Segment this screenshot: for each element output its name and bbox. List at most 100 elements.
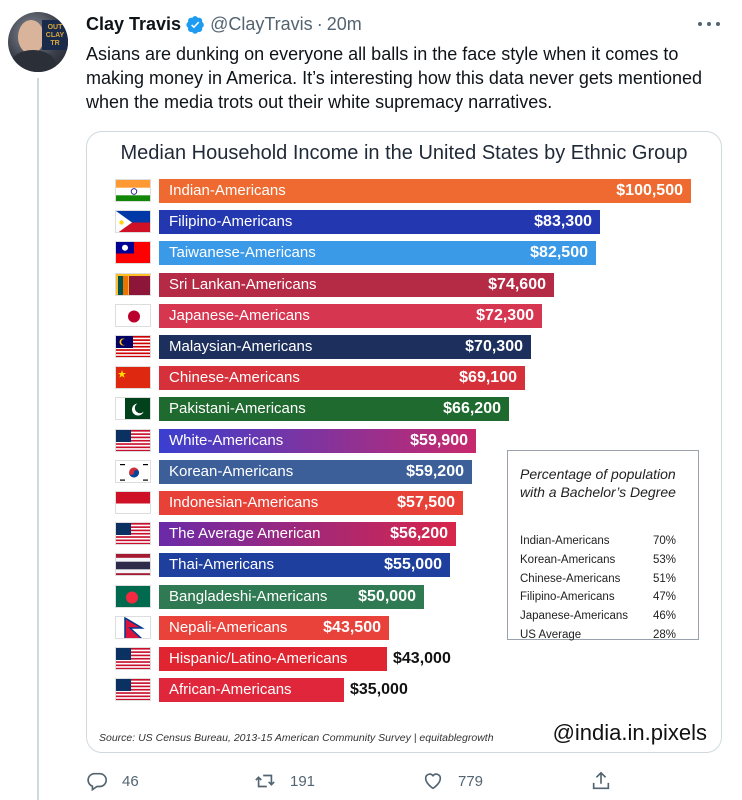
bar-label: Nepali-Americans	[169, 618, 288, 636]
bar-label: Malaysian-Americans	[169, 338, 313, 355]
bar-label: Bangladeshi-Americans	[169, 587, 328, 605]
bar: Nepali-Americans $43,500	[159, 615, 389, 640]
bar: Pakistani-Americans $66,200	[159, 397, 509, 422]
bar-label: African-Americans	[169, 681, 292, 699]
bar-row: The Average American $56,200	[87, 522, 721, 547]
bar-row: Chinese-Americans $69,100	[87, 366, 721, 391]
bar-row: Japanese-Americans $72,300	[87, 303, 721, 328]
chart-source: Source: US Census Bureau, 2013-15 Americ…	[99, 732, 494, 744]
inset-row-value: 28%	[652, 629, 676, 641]
bar-row: Taiwanese-Americans $82,500	[87, 241, 721, 266]
bar-label: Indian-Americans	[169, 182, 286, 199]
retweet-icon	[255, 774, 275, 788]
inset-table: Percentage of population with a Bachelor…	[507, 450, 699, 641]
inset-row-name: Japanese-Americans	[520, 610, 629, 623]
bar-row: Indonesian-Americans $57,500	[87, 491, 721, 515]
bar-row: Korean-Americans $59,200	[87, 459, 721, 484]
bar-label: Sri Lankan-Americans	[169, 275, 317, 293]
bar-value-label: $69,100	[459, 369, 517, 387]
bar-value-label: $70,300	[465, 338, 523, 355]
heart-icon	[424, 773, 442, 790]
bar: Chinese-Americans $69,100	[159, 366, 525, 391]
inset-row-value: 47%	[652, 591, 676, 604]
bar-value-label: $59,900	[410, 431, 468, 449]
avatar-face	[18, 20, 44, 54]
flag-usa-icon	[115, 647, 151, 670]
flag-india-icon	[115, 179, 151, 202]
timestamp[interactable]: 20m	[326, 13, 362, 34]
flag-pakistan-icon	[115, 397, 151, 421]
bar-value-label: $55,000	[384, 556, 442, 574]
bar-label: Hispanic/Latino-Americans	[169, 650, 348, 667]
bar: African-Americans	[159, 678, 344, 703]
flag-usa-icon	[115, 678, 151, 702]
bar-row: Malaysian-Americans $70,300	[87, 335, 721, 359]
flag-usa-icon	[115, 522, 151, 546]
inset-table-row: Filipino-Americans 47%	[520, 591, 676, 607]
bar-row: Filipino-Americans $83,300	[87, 210, 721, 235]
flag-china-icon	[115, 366, 151, 390]
bar-row: Thai-Americans $55,000	[87, 553, 721, 578]
flag-south-korea-icon	[115, 459, 151, 483]
retweet-button[interactable]: 191	[254, 770, 315, 792]
bar-label: Japanese-Americans	[169, 306, 310, 324]
bar-value-label: $82,500	[530, 244, 588, 262]
flag-malaysia-icon	[115, 335, 151, 358]
like-count: 779	[458, 772, 484, 790]
bar-row: Sri Lankan-Americans $74,600	[87, 272, 721, 297]
bar-row: Pakistani-Americans $66,200	[87, 397, 721, 422]
bar-row: African-Americans $35,000	[87, 678, 721, 703]
inset-table-row: Japanese-Americans 46%	[520, 610, 676, 626]
avatar[interactable]: OUT CLAY TR	[8, 12, 68, 72]
inset-row-name: Filipino-Americans	[520, 591, 615, 604]
bar-value-label: $50,000	[358, 587, 416, 605]
bar-value-label: $74,600	[488, 275, 546, 293]
handle[interactable]: @ClayTravis	[210, 13, 313, 34]
bar-value-label: $57,500	[397, 494, 455, 511]
share-button[interactable]	[590, 770, 626, 792]
bar-value-label: $72,300	[476, 306, 534, 324]
bar: Taiwanese-Americans $82,500	[159, 241, 596, 266]
like-button[interactable]: 779	[422, 770, 483, 792]
reply-count: 46	[122, 772, 139, 790]
bar: The Average American $56,200	[159, 522, 456, 547]
flag-indonesia-icon	[115, 491, 151, 514]
bar-label: Korean-Americans	[169, 462, 294, 480]
display-name[interactable]: Clay Travis	[86, 13, 182, 34]
inset-table-row: Chinese-Americans 51%	[520, 573, 676, 589]
separator-dot: ·	[316, 13, 323, 34]
flag-japan-icon	[115, 303, 151, 327]
bar-label: Taiwanese-Americans	[169, 244, 316, 262]
bar: Filipino-Americans $83,300	[159, 210, 600, 235]
retweet-count: 191	[290, 772, 316, 790]
inset-table-row: US Average 28%	[520, 629, 676, 645]
chart-title: Median Household Income in the United St…	[120, 142, 688, 164]
flag-nepal-icon	[115, 615, 151, 639]
bar: Malaysian-Americans $70,300	[159, 335, 531, 359]
flag-bangladesh-icon	[115, 584, 151, 608]
share-icon	[592, 771, 610, 790]
bar-value-label: $83,300	[534, 213, 592, 231]
bar-row: Nepali-Americans $43,500	[87, 615, 721, 640]
bar-row: Hispanic/Latino-Americans $43,000	[87, 647, 721, 671]
inset-row-name: US Average	[520, 629, 582, 641]
flag-taiwan-icon	[115, 241, 151, 265]
tweet-header: Clay Travis @ClayTravis · 20m	[86, 12, 362, 36]
bar-row: White-Americans $59,900	[87, 428, 721, 453]
inset-row-value: 70%	[652, 535, 676, 547]
inset-table-row: Korean-Americans 53%	[520, 554, 676, 570]
bar-value-label: $56,200	[390, 525, 448, 543]
inset-row-value: 46%	[652, 610, 676, 623]
tweet-media[interactable]: Median Household Income in the United St…	[86, 131, 722, 753]
more-options-icon[interactable]	[698, 14, 720, 34]
bar-value-label: $43,500	[323, 618, 381, 636]
bar-label: Thai-Americans	[169, 556, 275, 574]
flag-philippines-icon	[115, 210, 151, 234]
bar: Bangladeshi-Americans $50,000	[159, 584, 424, 609]
reply-button[interactable]: 46	[86, 770, 139, 792]
inset-row-value: 51%	[652, 572, 676, 585]
bar-row: Indian-Americans $100,500	[87, 179, 721, 203]
bar: Korean-Americans $59,200	[159, 459, 472, 484]
chart-watermark: @india.in.pixels	[552, 720, 707, 745]
bar-label: Indonesian-Americans	[169, 494, 319, 511]
